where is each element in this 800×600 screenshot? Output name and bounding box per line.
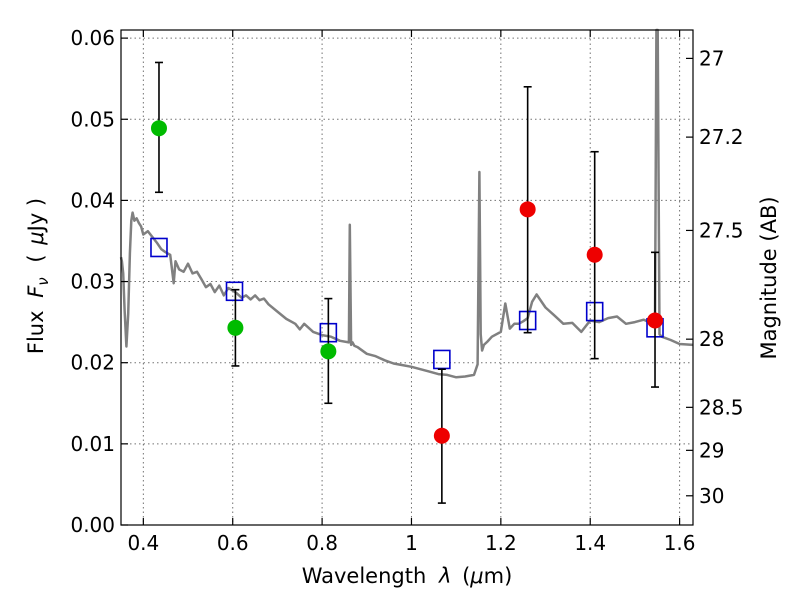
model-spectrum-line (119, 28, 694, 379)
x-tick-label: 0.6 (217, 531, 249, 555)
x-tick-label: 1.4 (574, 531, 606, 555)
right-tick-label: 28 (699, 327, 724, 351)
y-tick-label: 0.04 (70, 188, 115, 212)
red-observation-point (433, 427, 450, 444)
axis-ticks: 0.4 0.6 0.8 1 1.2 1.4 1.6 0.00 0.01 0.02 0.03 0.04 0… (70, 26, 743, 555)
y-tick-label: 0.02 (70, 351, 115, 375)
y-tick-label: 0.05 (70, 107, 115, 131)
model-spectrum-layer (119, 28, 694, 379)
right-tick-label: 27 (699, 46, 724, 70)
green-observation-point (150, 120, 167, 137)
x-tick-label: 1.6 (664, 531, 696, 555)
green-observation-point (320, 343, 337, 360)
y-tick-label: 0.00 (70, 513, 115, 537)
model-photometry-square (150, 237, 168, 258)
right-tick-label: 29 (699, 438, 724, 462)
y-axis-title: Flux Fν ( μJy ) (24, 198, 53, 354)
x-tick-label: 0.4 (127, 531, 159, 555)
red-observation-point (586, 246, 603, 263)
right-tick-label: 30 (699, 484, 724, 508)
data-points-layer (150, 61, 664, 504)
right-tick-label: 27.5 (699, 218, 744, 242)
right-tick-label: 28.5 (699, 395, 744, 419)
red-observation-point (647, 312, 664, 329)
x-tick-label: 1 (405, 531, 418, 555)
grid (121, 30, 693, 526)
y-tick-label: 0.06 (70, 26, 115, 50)
right-axis-title: Magnitude (AB) (757, 196, 781, 359)
y-tick-label: 0.01 (70, 432, 115, 456)
red-observation-point (519, 201, 536, 218)
plot-frame (120, 29, 694, 526)
model-photometry-square (225, 281, 244, 302)
x-axis-title: Wavelength λ (μm) (302, 564, 513, 588)
right-tick-label: 27.2 (699, 125, 744, 149)
x-tick-label: 1.2 (485, 531, 517, 555)
green-observation-point (227, 319, 244, 336)
y-tick-label: 0.03 (70, 270, 115, 294)
x-tick-label: 0.8 (306, 531, 338, 555)
